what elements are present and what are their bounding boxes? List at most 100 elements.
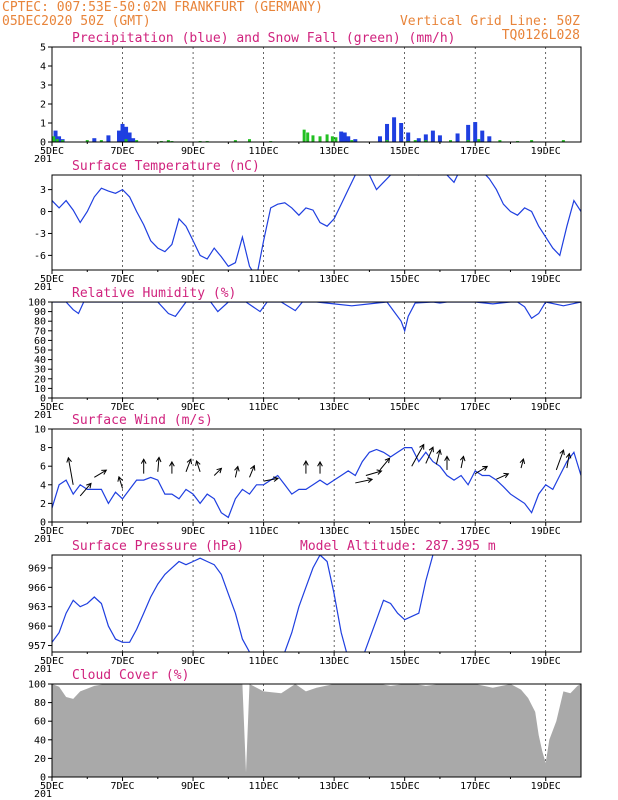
humidity-xtick-label: 17DEC: [460, 402, 490, 413]
precip-frame: [51, 46, 582, 143]
wind-title: Surface Wind (m/s): [72, 413, 213, 428]
cloud-ytick-label: 100: [28, 680, 46, 691]
temp-corner-label: 201: [34, 282, 52, 293]
precip-snow-bar: [99, 140, 103, 142]
wind-arrow-shaft: [355, 478, 373, 484]
wind-arrow-head: [367, 477, 374, 483]
precip-rain-bar: [131, 138, 136, 142]
wind-arrow-head: [234, 465, 240, 472]
wind-arrow-head: [66, 456, 72, 463]
header-line-2-right: Vertical Grid Line: 50Z: [400, 14, 580, 29]
wind-arrow-head: [250, 464, 256, 471]
precip-snow-bar: [330, 136, 334, 142]
precip-xtick-label: 11DEC: [249, 146, 279, 157]
precip-xtick-label: 15DEC: [390, 146, 420, 157]
pressure-corner-label: 201: [34, 664, 52, 675]
pressure-ytick-label: 960: [28, 622, 46, 633]
precip-snow-bar: [85, 140, 89, 142]
wind-arrow-shaft: [249, 465, 255, 478]
humidity-ytick-label: 60: [34, 336, 46, 347]
pressure-panel: Surface Pressure (hPa) Model Altitude: 28…: [28, 539, 582, 675]
precip-rain-bar: [430, 130, 435, 142]
precip-title: Precipitation (blue) and Snow Fall (gree…: [72, 31, 456, 46]
cloud-corner-label: 201: [34, 789, 52, 800]
pressure-xtick-label: 17DEC: [460, 656, 490, 667]
wind-frame: [51, 428, 582, 523]
cloud-ytick-label: 20: [34, 754, 46, 765]
wind-xtick-label: 7DEC: [110, 526, 134, 537]
wind-arrow-head: [444, 455, 450, 462]
precip-snow-bar: [311, 135, 315, 142]
precip-snow-bar: [561, 140, 565, 142]
humidity-ytick-label: 100: [28, 298, 46, 309]
temp-xtick-label: 13DEC: [319, 274, 349, 285]
wind-arrow-head: [436, 448, 442, 455]
wind-ytick-label: 2: [40, 499, 46, 510]
wind-arrow-shaft: [196, 460, 201, 472]
precip-rain-bar: [406, 132, 411, 142]
precip-rain-bar: [480, 130, 485, 142]
precip-snow-bar: [325, 134, 329, 142]
precip-snow-bar: [530, 140, 534, 142]
humidity-ytick-label: 80: [34, 317, 46, 328]
precip-xtick-label: 19DEC: [531, 146, 561, 157]
precip-panel: Precipitation (blue) and Snow Fall (gree…: [34, 31, 582, 165]
wind-xtick-label: 19DEC: [531, 526, 561, 537]
precip-rain-bar: [423, 134, 428, 142]
precip-rain-bar: [92, 138, 97, 142]
cloud-xtick-label: 13DEC: [319, 781, 349, 792]
wind-arrow-shaft: [365, 470, 382, 476]
cloud-ytick-label: 60: [34, 717, 46, 728]
wind-arrow-shaft: [566, 453, 570, 469]
precip-snow-bar: [350, 140, 354, 142]
temp-ytick-label: -6: [34, 251, 46, 262]
precip-snow-bar: [61, 140, 65, 142]
cloud-xtick-label: 17DEC: [460, 781, 490, 792]
precip-xtick-label: 9DEC: [181, 146, 205, 157]
pressure-xtick-label: 5DEC: [40, 656, 64, 667]
precip-ytick-label: 2: [40, 100, 46, 111]
temp-xtick-label: 7DEC: [110, 274, 134, 285]
cloud-ytick-label: 0: [40, 773, 46, 784]
wind-arrow-shaft: [435, 449, 441, 465]
wind-arrow-head: [186, 458, 192, 465]
wind-arrow-shaft: [118, 476, 124, 489]
precip-rain-bar: [353, 139, 358, 142]
cloud-xtick-label: 19DEC: [531, 781, 561, 792]
pressure-xtick-label: 19DEC: [531, 656, 561, 667]
precip-rain-bar: [106, 135, 111, 142]
wind-arrow-head: [459, 455, 466, 462]
wind-arrow-head: [503, 472, 510, 479]
precip-rain-bar: [57, 136, 62, 142]
cloud-xtick-label: 15DEC: [390, 781, 420, 792]
precip-rain-bar: [455, 133, 460, 142]
temp-panel: Surface Temperature (nC) -6 -3 0 3 5DEC 7DEC 9D…: [34, 159, 582, 293]
pressure-title: Surface Pressure (hPa): [72, 539, 244, 554]
header-line-2-left: 05DEC2020 50Z (GMT): [2, 14, 151, 29]
precip-xtick-label: 13DEC: [319, 146, 349, 157]
precip-rain-bar: [127, 132, 132, 142]
wind-arrow-head: [303, 460, 309, 466]
precip-rain-bar: [117, 130, 122, 142]
header-line-3-right: TQ0126L028: [502, 28, 580, 43]
wind-arrow-head: [419, 443, 425, 450]
precip-xtick-label: 5DEC: [40, 146, 64, 157]
cloud-xtick-label: 11DEC: [249, 781, 279, 792]
pressure-xtick-label: 13DEC: [319, 656, 349, 667]
precip-snow-bar: [233, 140, 237, 142]
humidity-xtick-label: 9DEC: [181, 402, 205, 413]
precip-snow-bar: [413, 140, 417, 142]
precip-rain-bar: [53, 130, 58, 142]
cloud-xtick-label: 5DEC: [40, 781, 64, 792]
wind-arrow-shaft: [94, 469, 107, 478]
wind-xtick-label: 5DEC: [40, 526, 64, 537]
pressure-xtick-label: 11DEC: [249, 656, 279, 667]
precip-snow-bar: [466, 140, 470, 142]
wind-arrow-shaft: [555, 449, 564, 471]
precip-rain-bar: [377, 136, 382, 142]
wind-panel: Surface Wind (m/s) 0 2 4 6 8 10 5DEC 7DEC 9DEC 11D…: [34, 413, 582, 545]
cloud-xtick-label: 9DEC: [181, 781, 205, 792]
precip-ytick-label: 1: [40, 119, 46, 130]
wind-arrow-shaft: [460, 456, 464, 469]
